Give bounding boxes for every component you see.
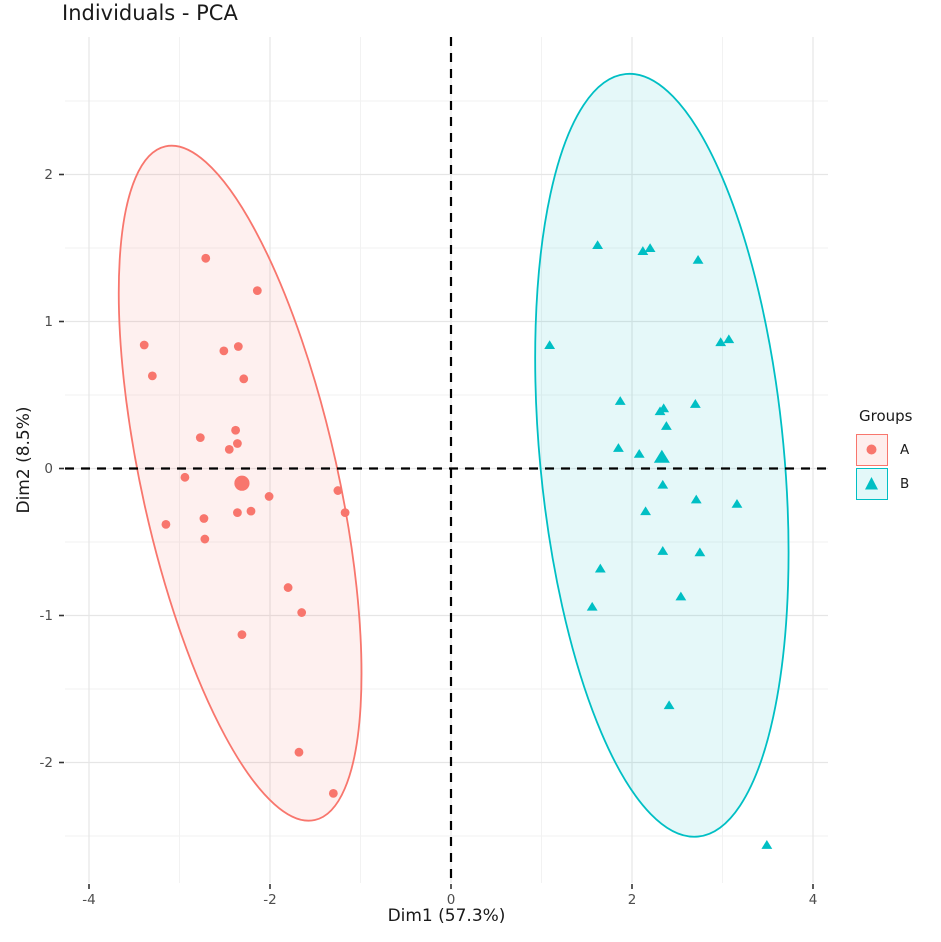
- point-a: [237, 630, 247, 640]
- point-a: [219, 346, 229, 356]
- point-b: [640, 506, 651, 516]
- mean-point-b: [653, 449, 670, 463]
- point-b: [657, 479, 669, 489]
- point-b: [660, 421, 672, 430]
- point-a: [161, 519, 171, 529]
- point-a: [283, 583, 293, 592]
- x-axis-tick-label: -4: [82, 892, 95, 908]
- point-b: [663, 700, 675, 710]
- point-a: [297, 608, 307, 617]
- chart-title: Individuals - PCA: [62, 1, 238, 25]
- point-a: [233, 439, 242, 448]
- legend: Groups A B: [856, 407, 912, 502]
- group-b-key-icon: [856, 468, 888, 500]
- point-a: [201, 253, 211, 263]
- point-b: [731, 498, 743, 508]
- point-b: [633, 449, 645, 458]
- legend-label-b: B: [900, 476, 910, 492]
- y-axis-tick-label: 2: [44, 167, 53, 183]
- point-a: [139, 340, 149, 350]
- point-b: [723, 334, 735, 344]
- point-a: [252, 286, 262, 296]
- point-a: [246, 506, 256, 516]
- point-b: [594, 563, 606, 573]
- point-a: [195, 433, 205, 443]
- circle-marker-icon: [866, 444, 877, 455]
- point-b: [675, 591, 687, 601]
- point-b: [690, 494, 702, 504]
- point-b: [689, 399, 701, 408]
- y-axis-tick-label: 1: [44, 314, 53, 330]
- x-axis-tick-label: 2: [628, 892, 637, 908]
- y-axis-tick-label: -1: [40, 608, 53, 624]
- point-b: [692, 254, 704, 264]
- point-b: [614, 396, 626, 405]
- point-b: [644, 243, 656, 252]
- point-b: [613, 443, 624, 452]
- x-axis-tick-label: -2: [263, 892, 276, 908]
- point-a: [224, 444, 234, 454]
- point-a: [233, 342, 243, 351]
- point-a: [199, 514, 209, 523]
- y-axis-tick-label: 0: [44, 461, 53, 477]
- point-a: [231, 425, 241, 435]
- legend-title: Groups: [859, 407, 913, 425]
- point-a: [294, 747, 304, 757]
- point-b: [657, 546, 669, 555]
- point-a: [333, 486, 343, 495]
- point-a: [239, 374, 249, 384]
- point-b: [715, 337, 727, 347]
- point-a: [180, 472, 190, 482]
- point-b: [761, 840, 773, 849]
- legend-item-a: A: [856, 434, 912, 466]
- point-b: [544, 340, 556, 350]
- point-b: [637, 246, 649, 255]
- point-a: [233, 508, 242, 517]
- point-a: [340, 508, 350, 517]
- x-axis-tick-label: 4: [809, 892, 818, 908]
- legend-label-a: A: [900, 442, 910, 458]
- point-b: [694, 547, 706, 557]
- point-a: [147, 371, 157, 381]
- x-axis-title: Dim1 (57.3%): [387, 906, 506, 926]
- group-a-key-icon: [856, 434, 888, 466]
- point-a: [264, 492, 274, 501]
- point-a: [200, 534, 210, 544]
- point-b: [586, 601, 598, 611]
- point-b: [658, 403, 670, 413]
- mean-point-a: [234, 475, 250, 491]
- point-b: [592, 240, 604, 250]
- x-axis-tick-label: 0: [447, 892, 456, 908]
- y-axis-tick-label: -2: [40, 755, 53, 771]
- legend-item-b: B: [856, 468, 912, 500]
- triangle-marker-icon: [865, 477, 878, 490]
- y-axis-title: Dim2 (8.5%): [14, 406, 34, 514]
- point-a: [328, 788, 338, 798]
